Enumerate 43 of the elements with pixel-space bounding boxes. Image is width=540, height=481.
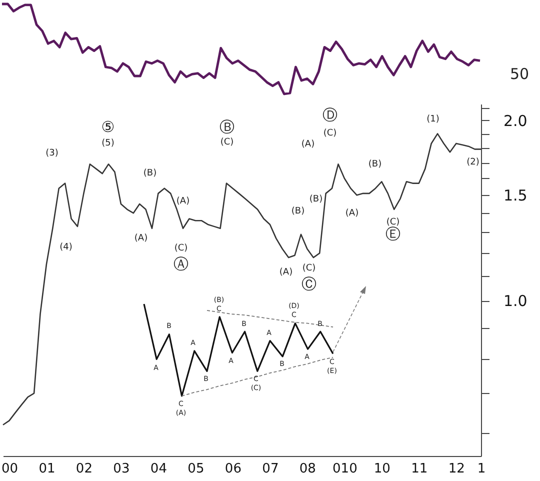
annotation: (B) [143, 168, 157, 178]
x-tick-label: 10 [374, 462, 390, 476]
annotation: (A) [345, 208, 359, 218]
annotation: (A) [134, 233, 148, 244]
x-tick-label: 08 [299, 462, 316, 476]
annotation: ⑤ [101, 118, 115, 136]
annotation: (2) [466, 157, 480, 168]
annotation: (C) [174, 243, 188, 254]
x-tick-label: 04 [150, 462, 167, 476]
annotation: (3) [46, 148, 58, 158]
y-tick-label: 2.0 [504, 112, 528, 130]
y-tick-label: 1.0 [504, 292, 528, 310]
x-tick-label: 05 [188, 462, 204, 476]
annotation: Ⓓ [322, 106, 338, 124]
annotation: (B) [309, 194, 323, 204]
annotation: (B) [368, 159, 382, 170]
annotation: Ⓐ [174, 255, 188, 274]
x-tick-label: 010 [332, 462, 358, 476]
annotation: (5) [102, 138, 114, 148]
annotation: (B) [291, 206, 305, 216]
annotation: (C) [386, 217, 400, 228]
annotation: Ⓒ [302, 275, 316, 294]
annotation: (A) [301, 139, 315, 150]
x-tick-label: 00 [1, 462, 18, 476]
x-tick-label: 07 [262, 462, 279, 476]
annotation: (C) [220, 137, 234, 148]
annotation: (C) [323, 128, 337, 138]
annotation: Ⓑ [220, 118, 234, 136]
annotation: (A) [176, 196, 190, 206]
annotation: (A) [279, 267, 293, 278]
x-tick-label: 03 [113, 462, 130, 476]
annotation: (4) [60, 242, 72, 252]
x-tick-label: 06 [224, 462, 242, 476]
y-tick-label: 1.5 [504, 186, 528, 205]
annotation: Ⓔ [386, 225, 400, 244]
x-tick-label: 11 [411, 462, 428, 476]
x-tick-label: 01 [38, 462, 56, 476]
annotation: (1) [426, 114, 440, 124]
x-tick-label: 02 [76, 462, 92, 476]
x-tick-label: 12 [448, 462, 465, 476]
x-tick-label: 1 [477, 462, 486, 476]
text: 50 [510, 65, 530, 84]
annotation: (C) [302, 263, 316, 274]
